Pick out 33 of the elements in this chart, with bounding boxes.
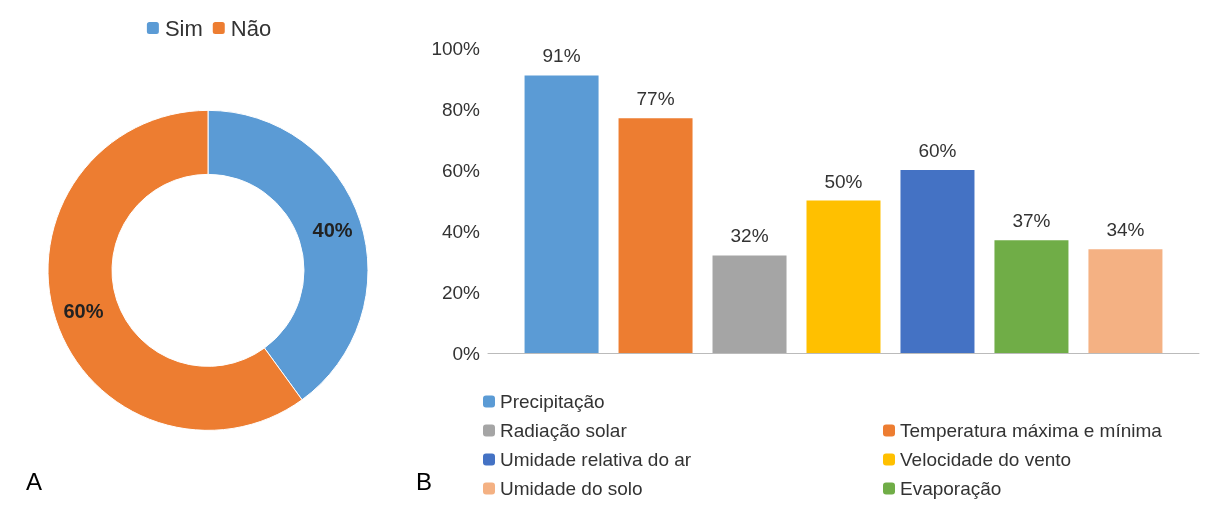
data-label: 60% <box>63 299 104 322</box>
bar <box>994 240 1069 353</box>
legend-label: Precipitação <box>500 391 605 412</box>
legend-label: Umidade do solo <box>500 478 643 499</box>
legend-label: Sim <box>164 15 203 41</box>
bar <box>900 170 975 353</box>
data-label: 34% <box>1106 219 1145 241</box>
bar <box>524 75 599 353</box>
bar <box>712 255 787 353</box>
y-tick-label: 20% <box>441 281 481 303</box>
legend-label: Não <box>230 15 272 41</box>
data-label: 77% <box>636 88 675 110</box>
data-label: 91% <box>542 45 581 67</box>
data-label: 32% <box>730 225 769 247</box>
data-label: 40% <box>312 218 353 241</box>
text: A <box>26 467 43 495</box>
y-tick-label: 0% <box>452 342 481 364</box>
bar <box>618 118 693 353</box>
legend-label: Evaporação <box>900 478 1002 499</box>
y-tick-label: 60% <box>441 159 481 181</box>
legend-label: Radiação solar <box>500 420 628 441</box>
y-tick-label: 40% <box>441 220 481 242</box>
legend-label: Umidade relativa do ar <box>500 449 692 470</box>
y-tick-label: 100% <box>431 37 481 59</box>
data-label: 37% <box>1012 210 1051 232</box>
data-label: 60% <box>918 140 957 161</box>
bar <box>1088 249 1163 353</box>
legend-label: Temperatura máxima e mínima <box>900 420 1163 441</box>
y-tick-label: 80% <box>441 98 481 120</box>
legend-label: Velocidade do vento <box>900 449 1072 470</box>
bar <box>806 200 881 353</box>
text: B <box>416 467 433 495</box>
data-label: 50% <box>824 170 863 192</box>
